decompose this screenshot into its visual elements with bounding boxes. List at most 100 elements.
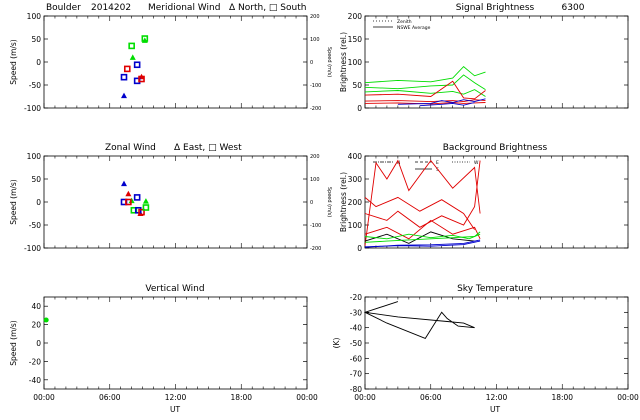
background-title: Background Brightness <box>443 143 548 153</box>
signal-legend: Zenith NSWE Average <box>373 19 431 31</box>
y-tick-label-right: 100 <box>310 177 320 183</box>
zonal-legend-text: Δ East, □ West <box>174 143 242 153</box>
series-line <box>364 239 481 248</box>
x-tick-label: 18:00 <box>551 393 573 402</box>
vertical-xlabel: UT <box>170 405 180 414</box>
y-tick-label: 200 <box>348 12 363 21</box>
zonal-plot-frame <box>43 155 308 249</box>
signal-wavelength: 6300 <box>562 3 585 13</box>
y-tick-label: 0 <box>36 58 41 67</box>
y-tick-label: -50 <box>350 339 362 348</box>
y-tick-label-right: 0 <box>310 200 313 206</box>
y-tick-label: -60 <box>350 354 362 363</box>
y-tick-label-right: 0 <box>310 60 313 66</box>
y-tick-label: 300 <box>348 175 363 184</box>
series-line <box>364 89 486 97</box>
y-tick-label-right: -100 <box>310 83 321 89</box>
sky-ylabel: (K) <box>332 338 341 349</box>
y-tick-label: 50 <box>31 35 41 44</box>
y-tick-label: -20 <box>29 357 41 366</box>
square-marker <box>120 73 128 81</box>
series-line <box>364 231 481 243</box>
meridional-title: Meridional Wind <box>148 3 220 13</box>
x-tick-label: 06:00 <box>99 393 121 402</box>
y-tick-label: 50 <box>352 81 362 90</box>
zonal-title: Zonal Wind <box>105 143 156 153</box>
y-tick-label: 100 <box>27 152 42 161</box>
sky-plot-frame <box>364 296 629 390</box>
square-marker <box>128 42 135 50</box>
zonal-ylabel-right: Speed (m/s) <box>326 187 332 217</box>
square-marker <box>138 75 145 83</box>
sky-title: Sky Temperature <box>457 284 533 294</box>
y-tick-label: 0 <box>36 339 41 348</box>
series-line <box>364 74 486 90</box>
zonal-panel: Zonal Wind Δ East, □ West Speed (m/s) Sp… <box>9 143 332 253</box>
y-tick-label: 0 <box>357 244 362 253</box>
y-tick-label: -100 <box>24 104 41 113</box>
legend-s-label: S <box>436 167 439 173</box>
series-line <box>363 301 475 339</box>
y-tick-label-right: -200 <box>310 106 321 112</box>
meridional-legend-text: Δ North, □ South <box>229 3 306 13</box>
sky-panel: Sky Temperature (K) UT -80 -70 -60 -50 -40 -3… <box>332 284 639 414</box>
y-tick-label: 100 <box>27 12 42 21</box>
background-panel: Background Brightness Brightness (rel.) … <box>339 143 629 253</box>
series-line <box>364 231 475 244</box>
triangle-marker <box>142 198 149 204</box>
x-tick-label: 00:00 <box>296 393 318 402</box>
vertical-plot-frame <box>43 296 308 390</box>
legend-w-label: W <box>474 160 479 166</box>
square-marker <box>142 204 150 211</box>
y-tick-label: 20 <box>31 321 41 330</box>
series-line <box>364 99 486 103</box>
y-tick-label: 100 <box>348 58 363 67</box>
vertical-panel: Vertical Wind Speed (m/s) UT -40 -20 0 20 40… <box>9 284 318 414</box>
y-tick-label-right: 200 <box>310 14 320 20</box>
meridional-ylabel-right: Speed (m/s) <box>326 47 332 77</box>
date-code-label: 2014202 <box>91 3 131 13</box>
series-line <box>364 160 481 228</box>
y-tick-label-right: -100 <box>310 223 321 229</box>
y-tick-label: -30 <box>350 308 362 317</box>
y-tick-label: -40 <box>29 376 41 385</box>
y-tick-label: 0 <box>36 198 41 207</box>
vertical-title: Vertical Wind <box>145 284 204 294</box>
y-tick-label: 100 <box>348 221 363 230</box>
triangle-marker <box>120 92 127 99</box>
square-marker <box>133 194 141 201</box>
y-tick-label-right: 200 <box>310 154 320 160</box>
x-tick-label: 00:00 <box>354 393 376 402</box>
y-tick-label-right: -200 <box>310 246 321 252</box>
background-ylabel: Brightness (rel.) <box>339 172 348 232</box>
signal-title: Signal Brightness <box>456 3 535 13</box>
meridional-panel: Boulder 2014202 Meridional Wind Δ North,… <box>9 3 332 113</box>
y-tick-label: -50 <box>29 221 41 230</box>
legend-average-label: NSWE Average <box>397 25 431 31</box>
series-line <box>364 65 486 84</box>
x-tick-label: 12:00 <box>165 393 187 402</box>
legend-e-label: E <box>436 160 439 166</box>
x-tick-label: 00:00 <box>617 393 639 402</box>
series-line <box>364 233 481 240</box>
signal-panel: Signal Brightness 6300 Brightness (rel.)… <box>339 3 629 113</box>
sky-xlabel: UT <box>490 405 500 414</box>
y-tick-label: -100 <box>24 244 41 253</box>
x-tick-label: 12:00 <box>486 393 508 402</box>
triangle-marker <box>129 54 136 60</box>
x-tick-label: 00:00 <box>33 393 55 402</box>
y-tick-label: -40 <box>350 324 362 333</box>
series-line <box>419 102 475 107</box>
series-line <box>364 80 486 100</box>
square-marker <box>141 35 149 42</box>
y-tick-label: 400 <box>348 152 363 161</box>
square-marker <box>123 65 131 73</box>
y-tick-label: 200 <box>348 198 363 207</box>
y-tick-label: -80 <box>350 385 362 394</box>
y-tick-label: 40 <box>31 302 41 311</box>
meridional-ylabel: Speed (m/s) <box>9 39 18 85</box>
y-tick-label: -70 <box>350 370 362 379</box>
signal-ylabel: Brightness (rel.) <box>339 32 348 92</box>
triangle-marker <box>125 190 132 197</box>
